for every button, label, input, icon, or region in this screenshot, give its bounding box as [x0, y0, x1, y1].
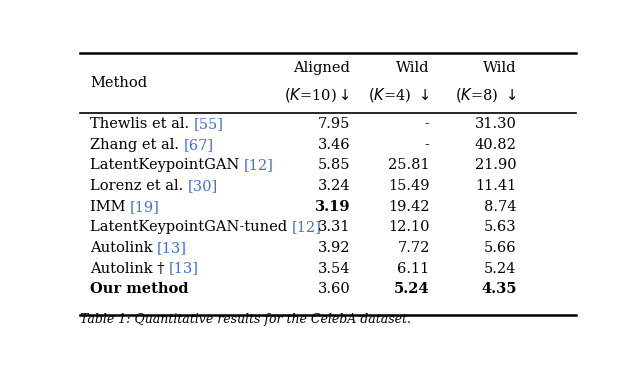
Text: Wild: Wild [396, 61, 429, 75]
Text: Lorenz et al.: Lorenz et al. [90, 179, 188, 193]
Text: Table 1: Quantitative results for the CelebA dataset.: Table 1: Quantitative results for the Ce… [80, 313, 411, 326]
Text: 7.95: 7.95 [318, 117, 350, 131]
Text: 11.41: 11.41 [476, 179, 516, 193]
Text: [13]: [13] [169, 262, 199, 276]
Text: 5.66: 5.66 [484, 241, 516, 255]
Text: 19.42: 19.42 [388, 200, 429, 214]
Text: 8.74: 8.74 [484, 200, 516, 214]
Text: 3.31: 3.31 [318, 220, 350, 234]
Text: IMM: IMM [90, 200, 130, 214]
Text: Zhang et al.: Zhang et al. [90, 138, 184, 152]
Text: -: - [425, 117, 429, 131]
Text: Autolink: Autolink [90, 241, 157, 255]
Text: LatentKeypointGAN-tuned: LatentKeypointGAN-tuned [90, 220, 292, 234]
Text: $(K$=10)$\downarrow$: $(K$=10)$\downarrow$ [284, 86, 350, 104]
Text: [12]: [12] [292, 220, 321, 234]
Text: [12]: [12] [244, 158, 274, 172]
Text: 5.24: 5.24 [484, 262, 516, 276]
Text: Autolink: Autolink [90, 241, 157, 255]
Text: [67]: [67] [184, 138, 214, 152]
Text: 6.11: 6.11 [397, 262, 429, 276]
Text: 3.19: 3.19 [315, 200, 350, 214]
Text: 25.81: 25.81 [388, 158, 429, 172]
Text: $(K$=8) $\downarrow$: $(K$=8) $\downarrow$ [455, 86, 516, 104]
Text: Autolink †: Autolink † [90, 262, 169, 276]
Text: Thewlis et al.: Thewlis et al. [90, 117, 194, 131]
Text: 21.90: 21.90 [475, 158, 516, 172]
Text: 5.85: 5.85 [318, 158, 350, 172]
Text: Wild: Wild [483, 61, 516, 75]
Text: $(K$=4) $\downarrow$: $(K$=4) $\downarrow$ [369, 86, 429, 104]
Text: 15.49: 15.49 [388, 179, 429, 193]
Text: Autolink †: Autolink † [90, 262, 169, 276]
Text: 3.92: 3.92 [318, 241, 350, 255]
Text: Method: Method [90, 76, 147, 90]
Text: Aligned: Aligned [294, 61, 350, 75]
Text: 12.10: 12.10 [388, 220, 429, 234]
Text: [55]: [55] [194, 117, 223, 131]
Text: 40.82: 40.82 [475, 138, 516, 152]
Text: Our method: Our method [90, 282, 188, 296]
Text: 5.24: 5.24 [394, 282, 429, 296]
Text: 7.72: 7.72 [397, 241, 429, 255]
Text: 3.60: 3.60 [317, 282, 350, 296]
Text: 4.35: 4.35 [481, 282, 516, 296]
Text: LatentKeypointGAN: LatentKeypointGAN [90, 158, 244, 172]
Text: Thewlis et al.: Thewlis et al. [90, 117, 194, 131]
Text: IMM: IMM [90, 200, 130, 214]
Text: [19]: [19] [130, 200, 160, 214]
Text: -: - [425, 138, 429, 152]
Text: [30]: [30] [188, 179, 218, 193]
Text: [13]: [13] [157, 241, 187, 255]
Text: LatentKeypointGAN: LatentKeypointGAN [90, 158, 244, 172]
Text: Lorenz et al.: Lorenz et al. [90, 179, 188, 193]
Text: 3.24: 3.24 [318, 179, 350, 193]
Text: LatentKeypointGAN-tuned: LatentKeypointGAN-tuned [90, 220, 292, 234]
Text: 3.46: 3.46 [317, 138, 350, 152]
Text: 3.54: 3.54 [318, 262, 350, 276]
Text: 5.63: 5.63 [484, 220, 516, 234]
Text: Zhang et al.: Zhang et al. [90, 138, 184, 152]
Text: 31.30: 31.30 [475, 117, 516, 131]
